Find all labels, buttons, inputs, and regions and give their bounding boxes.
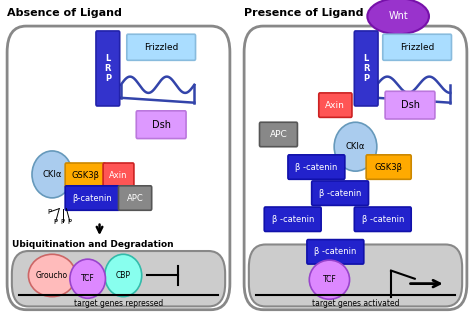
FancyBboxPatch shape <box>65 163 106 187</box>
Text: P: P <box>48 209 52 215</box>
Ellipse shape <box>367 0 429 34</box>
Text: P: P <box>54 219 58 225</box>
Ellipse shape <box>28 254 76 297</box>
FancyBboxPatch shape <box>127 34 196 60</box>
Text: β -catenin: β -catenin <box>314 247 356 256</box>
Text: Axin: Axin <box>109 171 128 180</box>
Text: Absence of Ligand: Absence of Ligand <box>7 8 122 18</box>
Text: GSK3β: GSK3β <box>374 163 403 171</box>
FancyBboxPatch shape <box>96 31 119 106</box>
Text: β-catenin: β-catenin <box>73 194 112 202</box>
Text: CKIα: CKIα <box>43 170 62 179</box>
Text: TCF: TCF <box>322 275 337 284</box>
FancyBboxPatch shape <box>118 186 152 210</box>
Text: L
R
P: L R P <box>363 53 369 83</box>
Text: β -catenin: β -catenin <box>272 215 314 224</box>
Text: β -catenin: β -catenin <box>319 189 361 198</box>
Text: Groucho: Groucho <box>36 271 68 280</box>
Text: GSK3β: GSK3β <box>71 171 100 180</box>
FancyBboxPatch shape <box>12 251 225 306</box>
Text: β -catenin: β -catenin <box>295 163 337 171</box>
Ellipse shape <box>334 122 377 171</box>
Text: Ubiquitination and Degradation: Ubiquitination and Degradation <box>12 240 173 249</box>
Text: Wnt: Wnt <box>388 11 408 21</box>
Text: CKIα: CKIα <box>346 142 365 151</box>
Text: target genes repressed: target genes repressed <box>74 299 163 308</box>
Ellipse shape <box>309 260 349 299</box>
FancyBboxPatch shape <box>354 31 378 106</box>
FancyBboxPatch shape <box>103 163 134 187</box>
Text: L
R
P: L R P <box>105 53 111 83</box>
FancyBboxPatch shape <box>366 155 411 179</box>
FancyBboxPatch shape <box>137 111 186 139</box>
Text: Frizzled: Frizzled <box>400 43 434 52</box>
Text: CBP: CBP <box>116 271 131 280</box>
FancyBboxPatch shape <box>264 207 321 231</box>
FancyBboxPatch shape <box>319 93 352 117</box>
FancyBboxPatch shape <box>65 186 120 210</box>
FancyBboxPatch shape <box>354 207 411 231</box>
Ellipse shape <box>70 259 106 298</box>
Text: Axin: Axin <box>326 101 345 110</box>
FancyBboxPatch shape <box>249 244 462 306</box>
Text: Dsh: Dsh <box>401 100 419 110</box>
FancyBboxPatch shape <box>7 26 230 310</box>
Text: Presence of Ligand: Presence of Ligand <box>244 8 364 18</box>
Text: APC: APC <box>127 194 144 202</box>
Text: APC: APC <box>270 130 287 139</box>
Ellipse shape <box>105 254 142 297</box>
Text: β -catenin: β -catenin <box>362 215 404 224</box>
Text: Frizzled: Frizzled <box>144 43 178 52</box>
FancyBboxPatch shape <box>244 26 467 310</box>
FancyBboxPatch shape <box>288 155 345 179</box>
FancyBboxPatch shape <box>259 122 298 147</box>
FancyBboxPatch shape <box>307 240 364 264</box>
Text: P: P <box>61 219 65 225</box>
Text: TCF: TCF <box>81 274 95 283</box>
Text: target genes activated: target genes activated <box>312 299 399 308</box>
FancyBboxPatch shape <box>383 34 451 60</box>
Text: Dsh: Dsh <box>152 120 171 130</box>
Text: P: P <box>68 219 72 225</box>
FancyBboxPatch shape <box>385 91 435 119</box>
FancyBboxPatch shape <box>312 181 369 205</box>
Ellipse shape <box>32 151 72 198</box>
